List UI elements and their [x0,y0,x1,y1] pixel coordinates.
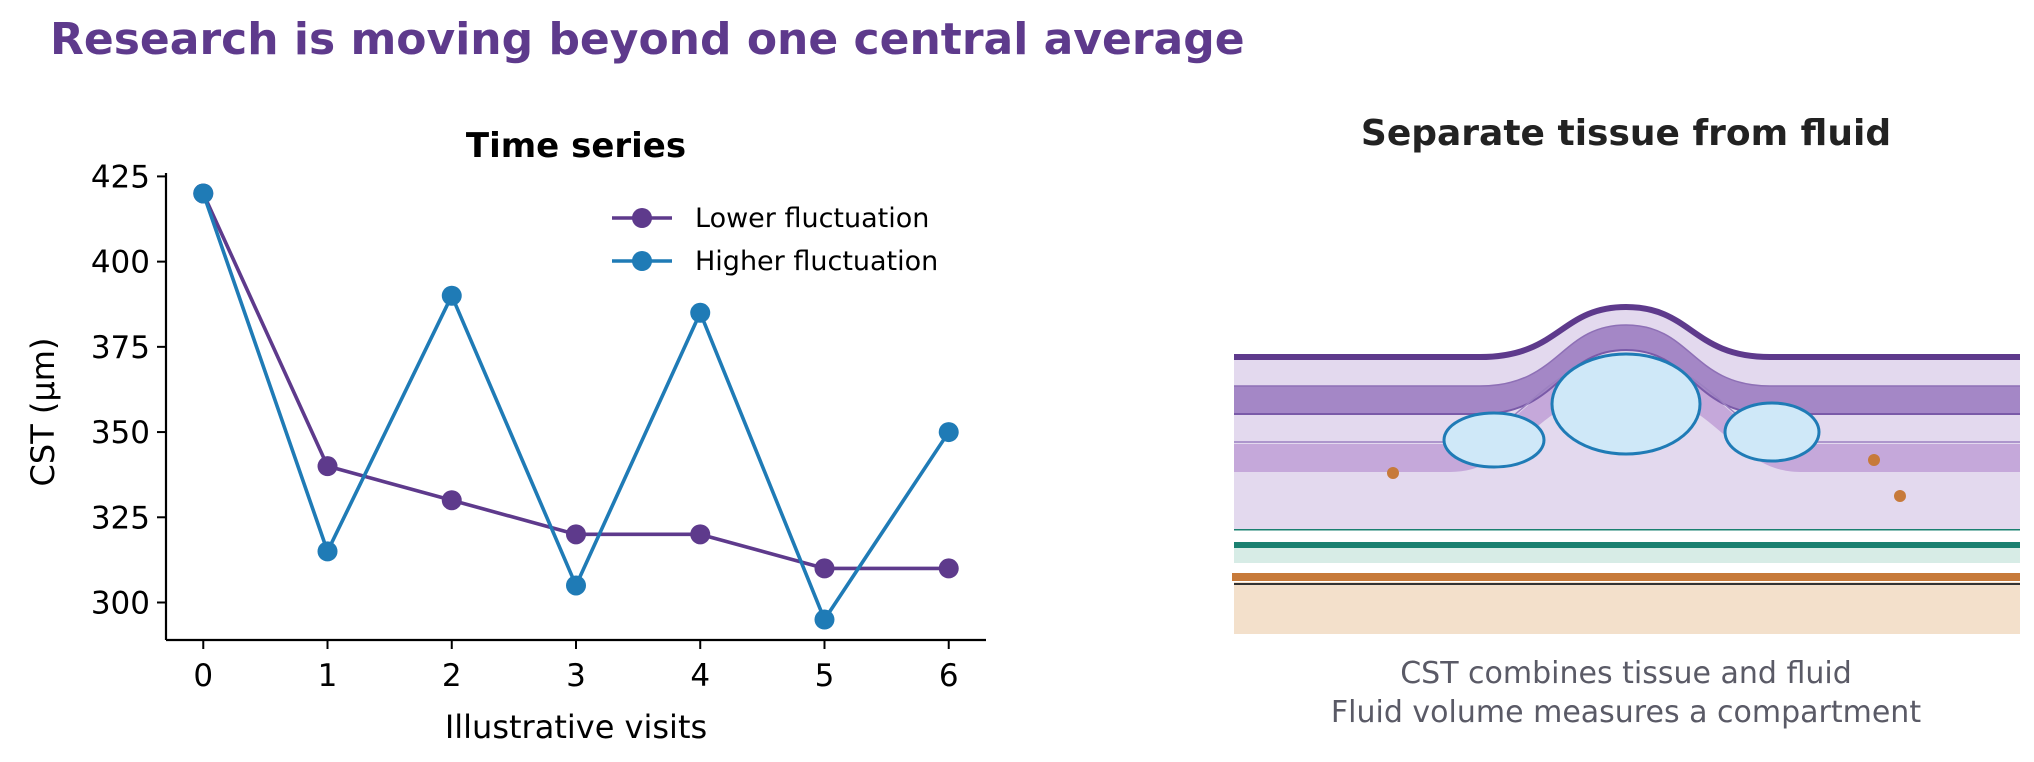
y-tick-label: 325 [91,500,150,536]
retina-surface-line [1234,303,2020,360]
y-tick-label: 300 [91,586,150,622]
diagram-caption-line-2: Fluid volume measures a compartment [1331,695,1921,730]
data-point-lower-fluctuation [317,456,338,477]
diagram-caption-line-1: CST combines tissue and fluid [1400,656,1852,691]
data-point-higher-fluctuation [814,609,835,630]
data-point-higher-fluctuation [566,575,586,596]
exudate-dot [1387,467,1399,479]
x-tick-label: 5 [815,658,835,694]
legend-label-lower-fluctuation: Lower fluctuation [695,203,929,234]
page-title: Research is moving beyond one central av… [50,14,1245,65]
outer-retina-band [1234,360,2020,472]
x-tick-label: 0 [193,658,213,694]
chart-title: Time series [466,126,686,166]
fluid-pocket-left [1442,411,1546,469]
data-point-lower-fluctuation [690,524,711,545]
x-tick-label: 3 [566,658,586,694]
inner-retina-band [1234,325,2020,414]
fluid-pocket-center [1550,352,1702,456]
y-tick-label: 350 [91,415,150,451]
y-axis-label: CST (μm) [24,338,62,487]
data-point-lower-fluctuation [938,558,959,579]
data-point-higher-fluctuation [690,302,711,323]
data-point-higher-fluctuation [441,285,462,306]
legend-marker-higher-fluctuation [632,251,652,271]
x-tick-label: 4 [690,658,710,694]
y-tick-label: 425 [91,159,150,195]
rpe-band [1234,545,2020,563]
diagram-title: Separate tissue from fluid [1361,113,1891,154]
retina-cross-section-diagram: Separate tissue from fluid CST combines … [1232,113,2020,730]
data-point-lower-fluctuation [441,490,462,511]
y-tick-label: 400 [91,245,150,281]
data-point-higher-fluctuation [193,183,214,204]
x-tick-label: 6 [939,658,959,694]
exudate-dot [1868,454,1880,466]
data-point-higher-fluctuation [317,541,338,562]
time-series-chart: Time series 300 325 350 375 400 425 0 1 2 3 4 5 6 Lo… [24,126,986,746]
data-point-lower-fluctuation [814,558,835,579]
legend-marker-lower-fluctuation [632,208,652,228]
legend-label-higher-fluctuation: Higher fluctuation [695,246,938,277]
inner-band-upper-edge [1234,324,2020,387]
y-tick-label: 375 [91,330,150,366]
fluid-pocket-right [1723,401,1821,463]
x-tick-label: 2 [442,658,462,694]
chart-legend: Lower fluctuation Higher fluctuation [612,203,938,277]
data-point-lower-fluctuation [566,524,586,545]
choroid-layer [1234,582,2020,634]
x-tick-label: 1 [318,658,338,694]
x-axis-label: Illustrative visits [445,708,707,746]
exudate-dot [1894,490,1906,502]
data-point-higher-fluctuation [938,422,959,443]
